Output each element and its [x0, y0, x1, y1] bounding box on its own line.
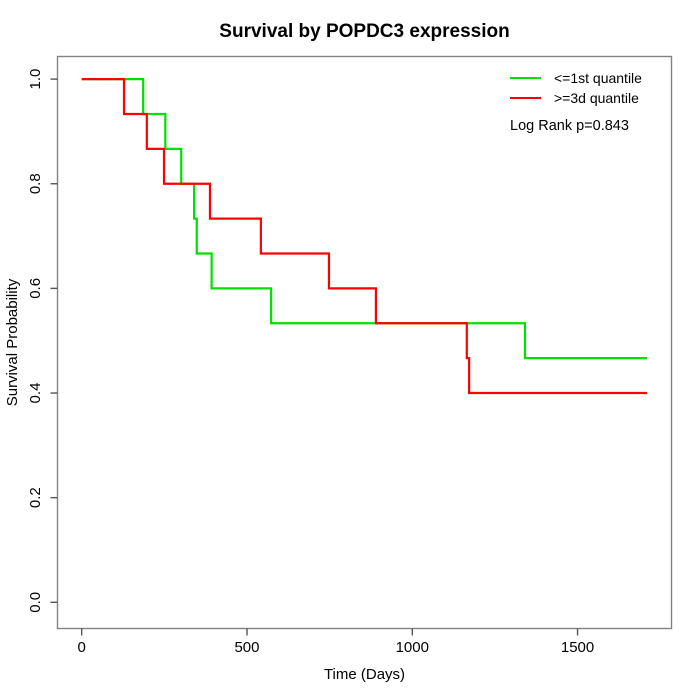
survival-curve-third-quantile — [81, 78, 647, 395]
y-tick-label: 1.0 — [27, 69, 44, 90]
x-tick-label: 1000 — [396, 639, 429, 656]
y-tick-label: 0.2 — [27, 487, 44, 508]
survival-curves — [81, 78, 647, 395]
y-axis-title: Survival Probability — [4, 278, 21, 406]
y-tick-label: 0.0 — [27, 592, 44, 613]
x-axis-title: Time (Days) — [324, 666, 405, 683]
y-tick-label: 0.8 — [27, 173, 44, 194]
log-rank-pvalue: Log Rank p=0.843 — [510, 118, 629, 134]
chart-title: Survival by POPDC3 expression — [219, 21, 509, 42]
x-tick-label: 1500 — [561, 639, 594, 656]
x-tick-label: 0 — [78, 639, 86, 656]
legend-item-first-quantile: <=1st quantile — [510, 71, 642, 85]
legend-label: <=1st quantile — [554, 70, 642, 86]
legend-item-third-quantile: >=3d quantile — [510, 91, 642, 105]
legend-line-green — [510, 77, 541, 79]
axis-ticks: 0 500 1000 1500 0.0 0.2 0.4 0.6 0.8 1.0 — [27, 69, 594, 656]
x-tick-label: 500 — [234, 639, 259, 656]
y-tick-label: 0.4 — [27, 383, 44, 404]
y-tick-label: 0.6 — [27, 278, 44, 299]
legend-line-red — [510, 97, 541, 99]
legend-label: >=3d quantile — [554, 90, 639, 106]
plot-box — [56, 55, 673, 630]
legend: <=1st quantile >=3d quantile — [510, 71, 642, 105]
survival-curve-first-quantile — [81, 78, 647, 360]
